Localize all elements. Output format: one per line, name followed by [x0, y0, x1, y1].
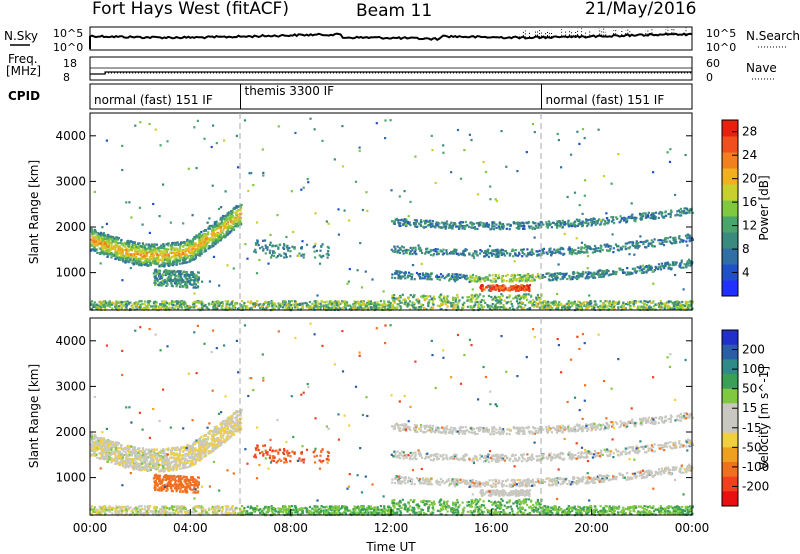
station-title: Fort Hays West (fitACF) — [92, 0, 289, 19]
velocity-ylabel: Slant Range [km] — [27, 364, 41, 468]
colorbar-tick: -200 — [742, 479, 769, 493]
colorbar-tick: 8 — [742, 242, 750, 256]
colorbar-tick: 12 — [742, 219, 757, 233]
colorbar-tick: -50 — [742, 440, 762, 454]
ytick-label: 1000 — [55, 471, 86, 485]
xtick-label: 00:00 — [675, 521, 710, 535]
colorbar-tick: 20 — [742, 172, 757, 186]
colorbar-tick: 200 — [742, 343, 765, 357]
nave-label: Nave — [746, 61, 777, 75]
ytick-label: 3000 — [55, 379, 86, 393]
freq-tick-top: 18 — [63, 57, 77, 70]
nsearch-tick-top: 10^5 — [706, 27, 736, 40]
nsky-label: N.Sky — [4, 29, 38, 43]
power-colorbar-label: Power [dB] — [757, 175, 771, 240]
nsearch-tick-bottom: 10^0 — [706, 41, 736, 54]
colorbar-tick: -100 — [742, 460, 769, 474]
nsearch-label: N.Search — [746, 29, 800, 43]
nsky-tick-top: 10^5 — [53, 27, 83, 40]
nave-tick-top: 60 — [706, 57, 720, 70]
colorbar-tick: -15 — [742, 421, 762, 435]
beam-title: Beam 11 — [356, 1, 432, 21]
xtick-label: 16:00 — [474, 521, 509, 535]
cpid-segment-normal-2: normal (fast) 151 IF — [546, 93, 665, 107]
colorbar-tick: 100 — [742, 362, 765, 376]
ytick-label: 1000 — [55, 266, 86, 280]
ytick-label: 2000 — [55, 220, 86, 234]
velocity-colorbar: 200 100 50 15 -15 -50 -100 -200 Velocity [m s^-… — [721, 329, 771, 507]
nsky-tick-bottom: 10^0 — [53, 41, 83, 54]
colorbar-tick: 16 — [742, 195, 757, 209]
cpid-segment-normal-1: normal (fast) 151 IF — [94, 93, 213, 107]
cpid-segment-themis: themis 3300 IF — [245, 84, 335, 98]
date-title: 21/May/2016 — [585, 0, 697, 19]
colorbar-tick: 4 — [742, 266, 750, 280]
colorbar-tick: 15 — [742, 401, 757, 415]
colorbar-tick: 50 — [742, 382, 757, 396]
velocity-panel: 1000 2000 3000 4000 00:00 04:00 08:00 12:00 16:… — [27, 317, 710, 554]
velocity-scatter-cells — [90, 322, 694, 517]
power-panel: 1000 2000 3000 4000 Slant Range [km] — [27, 112, 694, 312]
power-ylabel: Slant Range [km] — [27, 160, 41, 264]
freq-tick-bottom: 8 — [63, 71, 70, 84]
velocity-colorbar-label: Velocity [m s^-1] — [757, 366, 771, 470]
colorbar-tick: 24 — [742, 148, 757, 162]
xtick-label: 08:00 — [273, 521, 308, 535]
xtick-label: 00:00 — [73, 521, 108, 535]
x-axis-label: Time UT — [365, 540, 416, 554]
freq-label-1: Freq. — [8, 52, 38, 66]
xtick-label: 04:00 — [173, 521, 208, 535]
cpid-panel: CPID normal (fast) 151 IF themis 3300 IF… — [8, 83, 693, 110]
freq-label-2: [MHz] — [6, 64, 41, 78]
nave-tick-bottom: 0 — [706, 71, 713, 84]
ytick-label: 4000 — [55, 334, 86, 348]
freq-panel: Freq. [MHz] 18 8 60 0 Nave — [6, 52, 777, 84]
ytick-label: 2000 — [55, 425, 86, 439]
power-scatter-cells — [90, 117, 694, 312]
ytick-label: 3000 — [55, 174, 86, 188]
colorbar-tick: 28 — [742, 125, 757, 139]
xtick-label: 12:00 — [374, 521, 409, 535]
nsky-panel: N.Sky 10^5 10^0 10^5 10^0 N.Search — [4, 26, 800, 54]
cpid-label: CPID — [8, 89, 40, 103]
ytick-label: 4000 — [55, 129, 86, 143]
xtick-label: 20:00 — [574, 521, 609, 535]
power-colorbar: 4 8 12 16 20 24 28 Power [dB] — [721, 119, 771, 297]
